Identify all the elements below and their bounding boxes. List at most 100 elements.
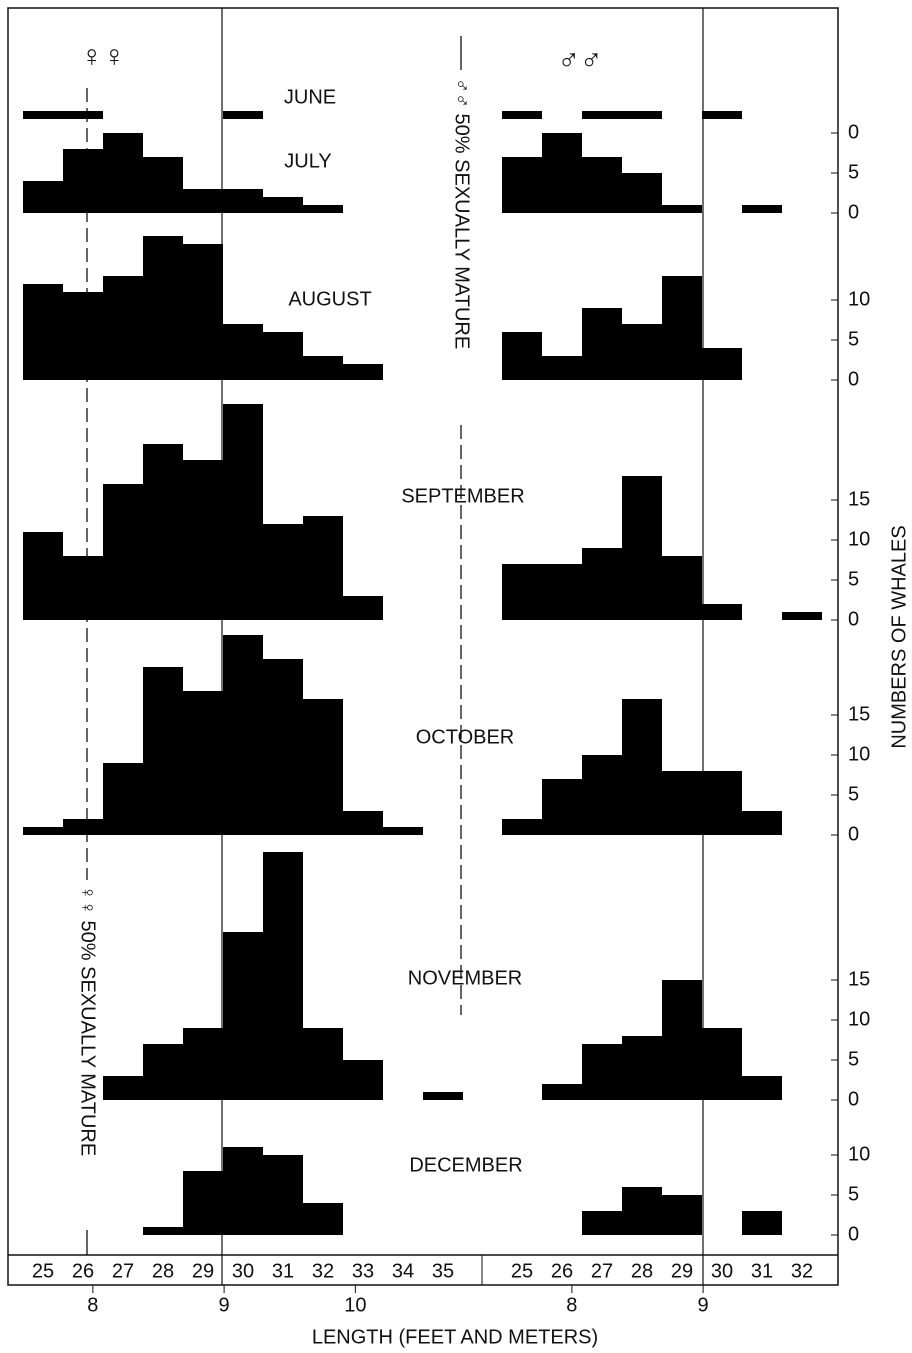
y-tick-label: 15 (848, 703, 870, 725)
y-tick-label: 10 (848, 528, 870, 550)
bar (662, 771, 702, 835)
x-tick-label: 25 (32, 1260, 54, 1282)
male-maturity-label: ♂♂ 50% SEXUALLY MATURE (451, 78, 473, 349)
bar (702, 348, 742, 380)
month-label: DECEMBER (409, 1154, 522, 1176)
bar (702, 111, 742, 119)
x-tick-label: 30 (232, 1260, 254, 1282)
bar (23, 181, 63, 213)
bar (702, 771, 742, 835)
bar (23, 284, 63, 380)
bar (183, 244, 223, 380)
bar (502, 111, 542, 119)
y-tick-label: 10 (848, 288, 870, 310)
bar (103, 276, 143, 380)
y-tick-label: 5 (848, 783, 859, 805)
y-tick-label: 5 (848, 568, 859, 590)
bar (183, 460, 223, 620)
x-tick-label: 31 (272, 1260, 294, 1282)
bar (103, 763, 143, 835)
bar (542, 779, 582, 835)
bar (622, 111, 662, 119)
bar (582, 111, 622, 119)
bar (662, 556, 702, 620)
bar (423, 1092, 463, 1100)
y-tick-label: 10 (848, 743, 870, 765)
bar (303, 1203, 343, 1235)
bar (622, 476, 662, 620)
bar (223, 189, 263, 213)
bar (343, 364, 383, 380)
male-symbol: ♂♂ (558, 44, 603, 77)
x-tick-label: 35 (432, 1260, 454, 1282)
y-tick-label: 5 (848, 1183, 859, 1205)
bar (582, 157, 622, 213)
y-tick-label: 0 (848, 368, 859, 390)
y-tick-label: 5 (848, 1048, 859, 1070)
y-tick-label: 15 (848, 968, 870, 990)
bar (582, 755, 622, 835)
bar (23, 827, 63, 835)
x-tick-label: 34 (392, 1260, 414, 1282)
bar (303, 356, 343, 380)
bar (582, 308, 622, 380)
bar (223, 1147, 263, 1235)
bar (502, 819, 542, 835)
bar (183, 1028, 223, 1100)
x-tick-label: 27 (591, 1260, 613, 1282)
y-tick-label: 5 (848, 328, 859, 350)
chart: ♀♀ ♂♂ ♂♂ 50% SEXUALLY MATURE ♀♀ 50% SEXU… (0, 0, 912, 1353)
bar (662, 276, 702, 380)
bar (63, 556, 103, 620)
bar (103, 1076, 143, 1100)
x-tick-label: 31 (751, 1260, 773, 1282)
y-tick-label: 0 (848, 823, 859, 845)
bar (502, 332, 542, 380)
x-tick-label: 32 (312, 1260, 334, 1282)
bar (263, 852, 303, 1100)
bar (582, 548, 622, 620)
bar (702, 604, 742, 620)
y-tick-label: 5 (848, 161, 859, 183)
bar (183, 189, 223, 213)
bar (103, 484, 143, 620)
y-tick-label: 10 (848, 1143, 870, 1165)
bar (183, 1171, 223, 1235)
bar (143, 444, 183, 620)
x-tick-label: 29 (671, 1260, 693, 1282)
meter-tick-label: 8 (87, 1294, 98, 1316)
bar (263, 659, 303, 835)
bar (662, 1195, 702, 1235)
bar (143, 236, 183, 380)
x-tick-label: 28 (631, 1260, 653, 1282)
female-symbol: ♀♀ (81, 40, 126, 73)
month-label: SEPTEMBER (401, 485, 524, 507)
bar (502, 157, 542, 213)
y-axis-title: NUMBERS OF WHALES (888, 525, 910, 748)
x-tick-label: 25 (511, 1260, 533, 1282)
bar (662, 205, 702, 213)
x-tick-label: 26 (551, 1260, 573, 1282)
bar (542, 564, 582, 620)
female-maturity-label: ♀♀ 50% SEXUALLY MATURE (77, 885, 99, 1156)
bar (63, 149, 103, 213)
bar (263, 332, 303, 380)
bar (183, 691, 223, 835)
bar (582, 1044, 622, 1100)
month-label: OCTOBER (416, 726, 515, 748)
month-label: NOVEMBER (408, 967, 522, 989)
bar (63, 292, 103, 380)
bar (742, 205, 782, 213)
month-label: JULY (284, 150, 331, 172)
x-tick-label: 30 (711, 1260, 733, 1282)
meter-tick-label: 8 (566, 1294, 577, 1316)
meter-tick-label: 10 (344, 1294, 366, 1316)
bar (23, 111, 63, 119)
x-tick-label: 33 (352, 1260, 374, 1282)
bar (782, 612, 822, 620)
bar (103, 133, 143, 213)
bar (742, 1076, 782, 1100)
bar (223, 635, 263, 835)
x-tick-label: 27 (112, 1260, 134, 1282)
bar (502, 564, 542, 620)
